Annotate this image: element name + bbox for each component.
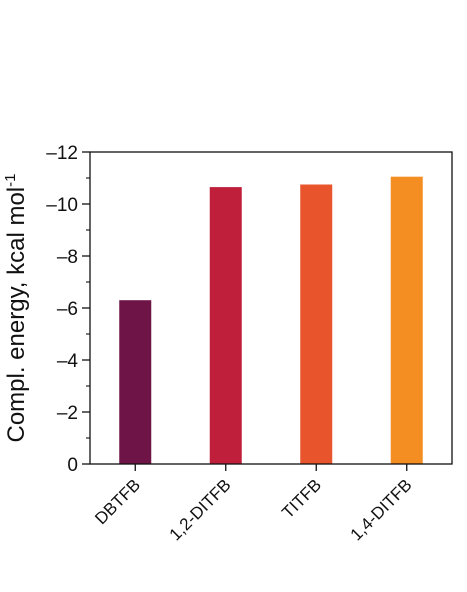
bar-dbtfb (119, 300, 152, 464)
y-tick-label: –10 (46, 195, 78, 216)
bar-1-2-ditfb (209, 187, 242, 464)
x-tick-label: TITFB (278, 475, 325, 522)
y-tick-label: –12 (46, 143, 78, 164)
x-tick-label: 1,4-DITFB (347, 475, 416, 544)
y-tick-label: –2 (57, 403, 78, 424)
bar-1-4-ditfb (390, 176, 423, 464)
bars (119, 176, 423, 464)
bar-titfb (300, 184, 333, 464)
y-tick-label: –4 (57, 351, 79, 372)
plot-frame (89, 151, 453, 465)
y-axis-label: Compl. energy, kcal mol-1 (2, 174, 30, 443)
y-tick-label: –8 (57, 247, 78, 268)
x-tick-label: DBTFB (91, 475, 144, 528)
x-tick-label: 1,2-DITFB (166, 475, 235, 544)
y-axis-label-superscript: -1 (2, 174, 19, 187)
y-axis-label-text: Compl. energy, kcal mol (3, 187, 30, 443)
y-tick-label: –6 (57, 299, 78, 320)
x-axis-ticks: DBTFB 1,2-DITFB TITFB 1,4-DITFB (91, 464, 416, 544)
y-tick-label: 0 (67, 455, 78, 476)
y-axis-ticks: 0 –2 –4 –6 –8 –10 –12 (46, 143, 90, 476)
